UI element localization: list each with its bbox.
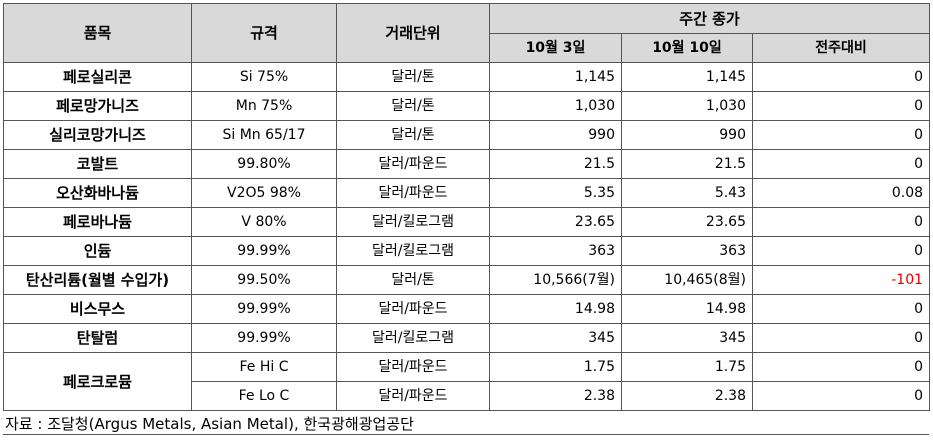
item-name-ferrochrome: 페로크로뮴 [3,352,192,411]
price-oct3: 1,030 [489,91,622,121]
price-change: 0 [751,352,931,382]
item-spec: Mn 75% [191,91,337,121]
item-unit: 달러/톤 [336,265,490,295]
item-unit: 달러/톤 [336,62,490,92]
item-unit: 달러/톤 [336,91,490,121]
table-row: 탄산리튬(월별 수입가) 99.50% 달러/톤 10,566(7월) 10,4… [3,265,931,295]
price-change: 0.08 [751,178,931,208]
item-spec: 99.99% [191,323,337,353]
table-row: 코발트 99.80% 달러/파운드 21.5 21.5 0 [3,149,931,179]
price-oct10: 5.43 [621,178,753,208]
price-oct10: 1,145 [621,62,753,92]
price-change: 0 [751,207,931,237]
table-row: 인듐 99.99% 달러/킬로그램 363 363 0 [3,236,931,266]
table-row: 페로실리콘 Si 75% 달러/톤 1,145 1,145 0 [3,62,931,92]
price-oct10: 345 [621,323,753,353]
header-unit: 거래단위 [336,3,490,63]
price-oct10: 10,465(8월) [621,265,753,295]
item-name: 페로망가니즈 [3,91,192,121]
item-spec: 99.99% [191,294,337,324]
price-oct10: 1.75 [621,352,753,382]
item-spec: Fe Lo C [191,381,337,411]
item-name: 인듐 [3,236,192,266]
item-name: 오산화바나듐 [3,178,192,208]
header-weekly-close: 주간 종가 [488,3,931,34]
price-oct3: 1,145 [489,62,622,92]
price-oct3: 21.5 [489,149,622,179]
table-row: 페로바나듐 V 80% 달러/킬로그램 23.65 23.65 0 [3,207,931,237]
item-unit: 달러/킬로그램 [336,236,490,266]
price-oct10: 2.38 [621,381,753,411]
item-name: 실리코망가니즈 [3,120,192,150]
item-spec: Fe Hi C [191,352,337,382]
table-row: 탄탈럼 99.99% 달러/킬로그램 345 345 0 [3,323,931,353]
table-row: 페로망가니즈 Mn 75% 달러/톤 1,030 1,030 0 [3,91,931,121]
price-oct3: 345 [489,323,622,353]
item-unit: 달러/킬로그램 [336,207,490,237]
table-row: 비스무스 99.99% 달러/파운드 14.98 14.98 0 [3,294,931,324]
price-oct3: 1.75 [489,352,622,382]
price-oct10: 990 [621,120,753,150]
price-change: 0 [751,120,931,150]
item-spec: Si 75% [191,62,337,92]
price-change-negative: -101 [751,265,931,295]
price-change: 0 [751,381,931,411]
item-spec: 99.80% [191,149,337,179]
price-table: 품목 규격 거래단위 주간 종가 10월 3일 10월 10일 전주대비 페로실… [3,3,931,411]
bottom-divider [3,434,929,435]
item-name: 페로바나듐 [3,207,192,237]
price-oct10: 23.65 [621,207,753,237]
item-unit: 달러/킬로그램 [336,323,490,353]
item-unit: 달러/파운드 [336,294,490,324]
price-change: 0 [751,62,931,92]
price-change: 0 [751,91,931,121]
item-spec: V2O5 98% [191,178,337,208]
header-oct10: 10월 10일 [621,33,753,63]
price-oct3: 2.38 [489,381,622,411]
price-oct3: 990 [489,120,622,150]
price-change: 0 [751,323,931,353]
item-unit: 달러/파운드 [336,178,490,208]
price-oct3: 23.65 [489,207,622,237]
price-table-container: 품목 규격 거래단위 주간 종가 10월 3일 10월 10일 전주대비 페로실… [3,3,931,435]
price-change: 0 [751,236,931,266]
price-change: 0 [751,294,931,324]
item-name: 탄산리튬(월별 수입가) [3,265,192,295]
price-oct3: 363 [489,236,622,266]
item-name: 페로실리콘 [3,62,192,92]
price-change: 0 [751,149,931,179]
item-name: 코발트 [3,149,192,179]
header-oct3: 10월 3일 [489,33,622,63]
price-oct10: 1,030 [621,91,753,121]
price-oct10: 21.5 [621,149,753,179]
item-spec: 99.99% [191,236,337,266]
header-spec: 규격 [191,3,337,63]
item-name: 탄탈럼 [3,323,192,353]
table-row: 실리코망가니즈 Si Mn 65/17 달러/톤 990 990 0 [3,120,931,150]
item-spec: 99.50% [191,265,337,295]
item-unit: 달러/톤 [336,120,490,150]
item-unit: 달러/파운드 [336,149,490,179]
item-spec: Si Mn 65/17 [191,120,337,150]
source-note: 자료 : 조달청(Argus Metals, Asian Metal), 한국광… [5,415,414,433]
header-change: 전주대비 [751,33,931,63]
table-row: 오산화바나듐 V2O5 98% 달러/파운드 5.35 5.43 0.08 [3,178,931,208]
price-oct3: 10,566(7월) [489,265,622,295]
price-oct10: 363 [621,236,753,266]
item-unit: 달러/파운드 [336,381,490,411]
table-row: Fe Lo C 달러/파운드 2.38 2.38 0 [4,381,931,411]
header-item: 품목 [3,3,192,63]
price-oct10: 14.98 [621,294,753,324]
price-oct3: 14.98 [489,294,622,324]
item-unit: 달러/파운드 [336,352,490,382]
price-oct3: 5.35 [489,178,622,208]
item-spec: V 80% [191,207,337,237]
table-row: 페로크로뮴 Fe Hi C 달러/파운드 1.75 1.75 0 [3,352,931,411]
item-name: 비스무스 [3,294,192,324]
